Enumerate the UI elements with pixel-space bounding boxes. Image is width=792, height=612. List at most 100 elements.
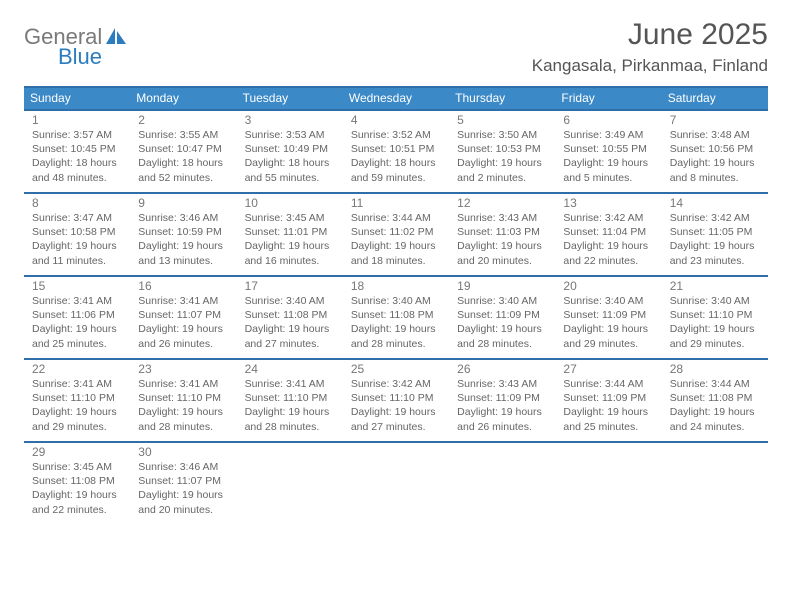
sunrise-line: Sunrise: 3:41 AM: [32, 377, 124, 391]
sunset-line: Sunset: 11:10 PM: [670, 308, 762, 322]
daylight-line: Daylight: 19 hours and 18 minutes.: [351, 239, 443, 267]
sunset-line: Sunset: 11:05 PM: [670, 225, 762, 239]
day-cell: 15Sunrise: 3:41 AMSunset: 11:06 PMDaylig…: [24, 277, 130, 355]
day-number: 8: [32, 196, 124, 210]
sunrise-line: Sunrise: 3:40 AM: [245, 294, 337, 308]
day-number: 19: [457, 279, 549, 293]
day-cell: [555, 443, 661, 521]
week-row: 8Sunrise: 3:47 AMSunset: 10:58 PMDayligh…: [24, 194, 768, 277]
day-number: 11: [351, 196, 443, 210]
sunrise-line: Sunrise: 3:41 AM: [138, 377, 230, 391]
sunset-line: Sunset: 11:09 PM: [457, 308, 549, 322]
week-row: 15Sunrise: 3:41 AMSunset: 11:06 PMDaylig…: [24, 277, 768, 360]
sunset-line: Sunset: 11:08 PM: [670, 391, 762, 405]
sunset-line: Sunset: 11:07 PM: [138, 308, 230, 322]
sunrise-line: Sunrise: 3:40 AM: [351, 294, 443, 308]
daylight-line: Daylight: 19 hours and 24 minutes.: [670, 405, 762, 433]
day-number: 14: [670, 196, 762, 210]
day-number: 10: [245, 196, 337, 210]
sunrise-line: Sunrise: 3:41 AM: [138, 294, 230, 308]
daylight-line: Daylight: 19 hours and 8 minutes.: [670, 156, 762, 184]
dow-monday: Monday: [130, 88, 236, 109]
day-number: 27: [563, 362, 655, 376]
sunset-line: Sunset: 11:03 PM: [457, 225, 549, 239]
day-number: 2: [138, 113, 230, 127]
day-cell: 27Sunrise: 3:44 AMSunset: 11:09 PMDaylig…: [555, 360, 661, 438]
month-title: June 2025: [532, 18, 768, 52]
day-cell: 10Sunrise: 3:45 AMSunset: 11:01 PMDaylig…: [237, 194, 343, 272]
sunrise-line: Sunrise: 3:44 AM: [563, 377, 655, 391]
day-cell: [662, 443, 768, 521]
logo-word-blue: Blue: [58, 46, 126, 68]
sunset-line: Sunset: 11:08 PM: [245, 308, 337, 322]
day-cell: 26Sunrise: 3:43 AMSunset: 11:09 PMDaylig…: [449, 360, 555, 438]
day-cell: 1Sunrise: 3:57 AMSunset: 10:45 PMDayligh…: [24, 111, 130, 189]
day-cell: 24Sunrise: 3:41 AMSunset: 11:10 PMDaylig…: [237, 360, 343, 438]
daylight-line: Daylight: 19 hours and 23 minutes.: [670, 239, 762, 267]
daylight-line: Daylight: 18 hours and 52 minutes.: [138, 156, 230, 184]
header-bar: General Blue June 2025 Kangasala, Pirkan…: [24, 18, 768, 76]
day-cell: 30Sunrise: 3:46 AMSunset: 11:07 PMDaylig…: [130, 443, 236, 521]
daylight-line: Daylight: 19 hours and 11 minutes.: [32, 239, 124, 267]
week-row: 22Sunrise: 3:41 AMSunset: 11:10 PMDaylig…: [24, 360, 768, 443]
daylight-line: Daylight: 19 hours and 22 minutes.: [563, 239, 655, 267]
dow-sunday: Sunday: [24, 88, 130, 109]
sunset-line: Sunset: 11:08 PM: [351, 308, 443, 322]
daylight-line: Daylight: 18 hours and 48 minutes.: [32, 156, 124, 184]
day-number: 20: [563, 279, 655, 293]
sunrise-line: Sunrise: 3:45 AM: [32, 460, 124, 474]
sunset-line: Sunset: 10:51 PM: [351, 142, 443, 156]
sunset-line: Sunset: 11:10 PM: [351, 391, 443, 405]
sunrise-line: Sunrise: 3:48 AM: [670, 128, 762, 142]
day-number: 17: [245, 279, 337, 293]
daylight-line: Daylight: 19 hours and 20 minutes.: [138, 488, 230, 516]
day-cell: 18Sunrise: 3:40 AMSunset: 11:08 PMDaylig…: [343, 277, 449, 355]
sunset-line: Sunset: 11:09 PM: [563, 391, 655, 405]
daylight-line: Daylight: 19 hours and 16 minutes.: [245, 239, 337, 267]
day-cell: 2Sunrise: 3:55 AMSunset: 10:47 PMDayligh…: [130, 111, 236, 189]
daylight-line: Daylight: 19 hours and 28 minutes.: [245, 405, 337, 433]
calendar-grid: Sunday Monday Tuesday Wednesday Thursday…: [24, 86, 768, 524]
day-cell: 17Sunrise: 3:40 AMSunset: 11:08 PMDaylig…: [237, 277, 343, 355]
day-cell: [237, 443, 343, 521]
weeks-container: 1Sunrise: 3:57 AMSunset: 10:45 PMDayligh…: [24, 111, 768, 524]
week-row: 1Sunrise: 3:57 AMSunset: 10:45 PMDayligh…: [24, 111, 768, 194]
sunset-line: Sunset: 11:02 PM: [351, 225, 443, 239]
dow-wednesday: Wednesday: [343, 88, 449, 109]
sunset-line: Sunset: 11:10 PM: [245, 391, 337, 405]
sunset-line: Sunset: 11:10 PM: [138, 391, 230, 405]
day-cell: 22Sunrise: 3:41 AMSunset: 11:10 PMDaylig…: [24, 360, 130, 438]
logo-text: General Blue: [24, 26, 126, 68]
daylight-line: Daylight: 19 hours and 28 minutes.: [138, 405, 230, 433]
sunrise-line: Sunrise: 3:42 AM: [563, 211, 655, 225]
sunset-line: Sunset: 11:01 PM: [245, 225, 337, 239]
day-cell: 9Sunrise: 3:46 AMSunset: 10:59 PMDayligh…: [130, 194, 236, 272]
day-number: 18: [351, 279, 443, 293]
dow-friday: Friday: [555, 88, 661, 109]
day-cell: 11Sunrise: 3:44 AMSunset: 11:02 PMDaylig…: [343, 194, 449, 272]
calendar-page: General Blue June 2025 Kangasala, Pirkan…: [0, 0, 792, 612]
daylight-line: Daylight: 19 hours and 28 minutes.: [351, 322, 443, 350]
sunset-line: Sunset: 10:58 PM: [32, 225, 124, 239]
day-number: 7: [670, 113, 762, 127]
daylight-line: Daylight: 19 hours and 25 minutes.: [563, 405, 655, 433]
day-cell: 6Sunrise: 3:49 AMSunset: 10:55 PMDayligh…: [555, 111, 661, 189]
daylight-line: Daylight: 18 hours and 55 minutes.: [245, 156, 337, 184]
sunrise-line: Sunrise: 3:44 AM: [351, 211, 443, 225]
day-cell: 16Sunrise: 3:41 AMSunset: 11:07 PMDaylig…: [130, 277, 236, 355]
daylight-line: Daylight: 19 hours and 27 minutes.: [351, 405, 443, 433]
sunrise-line: Sunrise: 3:45 AM: [245, 211, 337, 225]
day-cell: 8Sunrise: 3:47 AMSunset: 10:58 PMDayligh…: [24, 194, 130, 272]
sunrise-line: Sunrise: 3:52 AM: [351, 128, 443, 142]
week-row: 29Sunrise: 3:45 AMSunset: 11:08 PMDaylig…: [24, 443, 768, 524]
sunrise-line: Sunrise: 3:40 AM: [563, 294, 655, 308]
day-number: 5: [457, 113, 549, 127]
day-cell: 3Sunrise: 3:53 AMSunset: 10:49 PMDayligh…: [237, 111, 343, 189]
daylight-line: Daylight: 19 hours and 2 minutes.: [457, 156, 549, 184]
sunset-line: Sunset: 10:47 PM: [138, 142, 230, 156]
daylight-line: Daylight: 19 hours and 27 minutes.: [245, 322, 337, 350]
sunset-line: Sunset: 11:07 PM: [138, 474, 230, 488]
day-cell: 7Sunrise: 3:48 AMSunset: 10:56 PMDayligh…: [662, 111, 768, 189]
day-number: 13: [563, 196, 655, 210]
day-cell: 12Sunrise: 3:43 AMSunset: 11:03 PMDaylig…: [449, 194, 555, 272]
